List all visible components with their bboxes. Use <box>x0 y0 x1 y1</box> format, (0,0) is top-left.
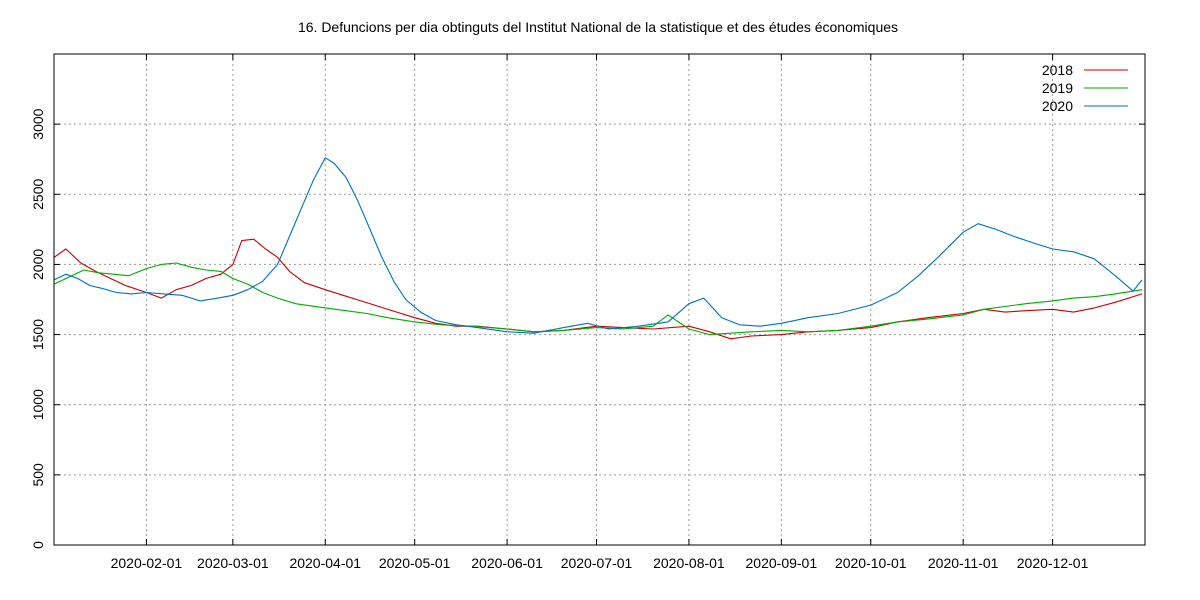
legend: 2018 2019 2020 <box>1042 62 1128 114</box>
x-tick-label: 2020-05-01 <box>379 555 451 571</box>
y-tick-label: 2500 <box>30 179 46 210</box>
y-tick-label: 500 <box>30 463 46 487</box>
y-tick-label: 1500 <box>30 319 46 350</box>
x-tick-label: 2020-12-01 <box>1017 555 1089 571</box>
plot-frame <box>53 53 1146 546</box>
legend-label: 2018 <box>1042 62 1073 78</box>
legend-label: 2020 <box>1042 98 1073 114</box>
x-tick-label: 2020-11-01 <box>928 555 999 571</box>
x-tick-label: 2020-09-01 <box>746 555 818 571</box>
series-line-2020 <box>53 157 1143 334</box>
x-tick-label: 2020-02-01 <box>111 555 183 571</box>
y-tick-label: 1000 <box>30 389 46 420</box>
series-line-2018 <box>53 238 1143 340</box>
x-tick-label: 2020-03-01 <box>197 555 269 571</box>
x-tick-label: 2020-08-01 <box>653 555 725 571</box>
axes: 0 500 1000 1500 2000 2500 3000 2020-02-01 2020-0… <box>30 54 1145 571</box>
series-line-2019 <box>53 262 1143 336</box>
y-tick-label: 3000 <box>30 108 46 139</box>
x-tick-label: 2020-07-01 <box>561 555 633 571</box>
series-layer <box>53 157 1143 340</box>
grid <box>54 54 1145 545</box>
x-tick-label: 2020-06-01 <box>471 555 543 571</box>
legend-label: 2019 <box>1042 80 1073 96</box>
chart-title: 16. Defuncions per dia obtinguts del Ins… <box>298 19 898 35</box>
y-tick-label: 2000 <box>30 249 46 280</box>
x-tick-label: 2020-04-01 <box>289 555 361 571</box>
x-tick-label: 2020-10-01 <box>835 555 907 571</box>
y-tick-label: 0 <box>30 541 46 549</box>
